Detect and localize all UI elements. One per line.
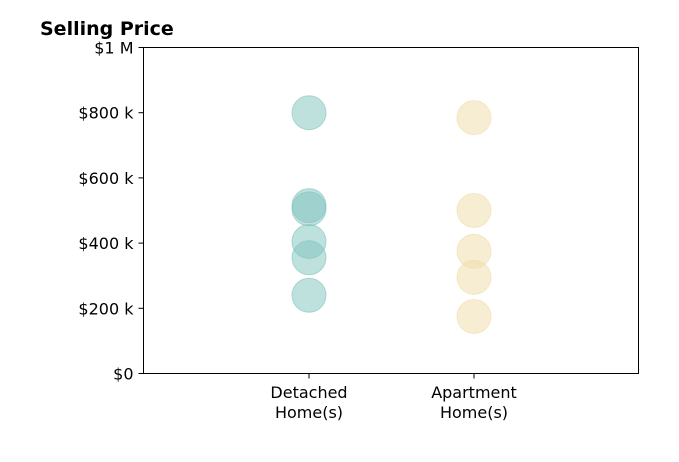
x-tick-label: Detached Home(s): [270, 383, 347, 422]
chart-title: Selling Price: [40, 18, 174, 40]
apartment-home-point: [456, 298, 492, 334]
y-tick-label: $200 k: [78, 299, 134, 318]
detached-home-point: [291, 191, 327, 227]
y-tick-label: $1 M: [94, 39, 133, 58]
detached-home-point: [291, 240, 327, 276]
x-axis: Detached Home(s) Apartment Home(s): [270, 373, 517, 422]
apartment-home-point: [456, 193, 492, 228]
y-axis: $0 $200 k $400 k $600 k $800 k $1 M: [78, 39, 144, 384]
y-tick-label: $400 k: [78, 234, 134, 253]
y-tick-label: $0: [113, 365, 133, 384]
points-layer: [291, 95, 492, 334]
y-tick-label: $800 k: [78, 104, 134, 123]
detached-home-point: [291, 95, 327, 131]
y-tick-label: $600 k: [78, 169, 134, 188]
x-tick-label: Apartment Home(s): [431, 383, 517, 422]
apartment-home-point: [456, 259, 492, 295]
detached-home-point: [291, 277, 327, 313]
apartment-home-point: [456, 100, 492, 136]
plot-frame: [143, 47, 639, 374]
